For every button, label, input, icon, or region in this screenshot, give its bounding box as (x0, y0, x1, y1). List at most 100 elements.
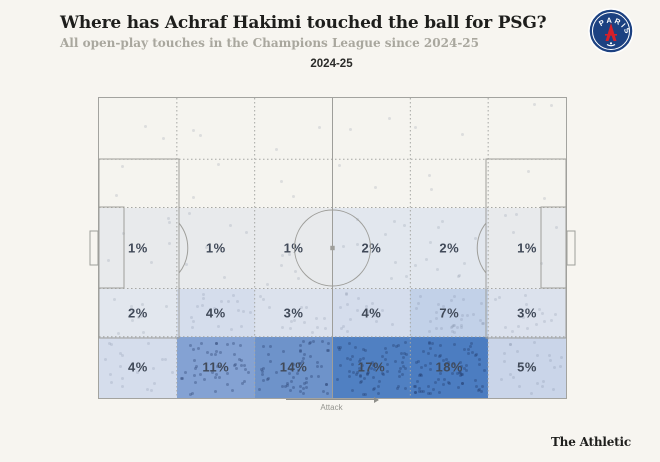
touch-dot (302, 391, 306, 395)
pitch-zone (488, 159, 566, 208)
touch-dot (240, 359, 243, 363)
touch-dot (262, 367, 265, 371)
pitch-zone: 4% (176, 288, 255, 337)
touch-dot (451, 330, 455, 334)
touch-dot (344, 291, 348, 295)
touch-dot (398, 374, 402, 378)
touch-dot (559, 355, 563, 359)
touch-dot (440, 326, 444, 330)
touch-dot (320, 364, 324, 368)
touch-dot (450, 325, 454, 329)
touch-dot (180, 376, 184, 380)
touch-dot (395, 344, 399, 348)
touch-dot (414, 384, 418, 388)
pitch-zone (99, 159, 177, 208)
touch-dot (356, 217, 360, 221)
touch-dot (394, 359, 398, 363)
touch-dot (187, 211, 191, 215)
touch-dot (372, 363, 376, 367)
touch-dot (360, 363, 364, 367)
touch-dot (422, 349, 426, 353)
left-goal (89, 230, 99, 266)
touch-dot (384, 347, 388, 351)
touch-dot (345, 329, 349, 333)
touch-dot (361, 348, 365, 352)
touch-dot (231, 342, 235, 346)
touch-dot (239, 325, 243, 329)
touch-dot (150, 388, 154, 392)
touch-dot (225, 371, 229, 375)
touch-dot (213, 306, 217, 310)
touch-dot (440, 220, 444, 224)
touch-dot (359, 380, 363, 384)
eiffel-tower-shape (605, 23, 617, 41)
touch-dot (434, 381, 438, 385)
pitch-zone (410, 159, 489, 208)
touch-dot (461, 313, 465, 317)
touch-dot (535, 322, 539, 326)
touch-dot (315, 360, 319, 364)
touch-dot (450, 298, 454, 302)
touch-dot (262, 298, 266, 302)
touch-dot (240, 381, 244, 385)
touch-dot (233, 363, 237, 367)
zone-percentage-label: 11% (202, 359, 230, 375)
touch-dot (338, 164, 342, 168)
touch-dot (281, 350, 285, 354)
touch-dot (474, 385, 478, 389)
touch-dot (325, 349, 329, 353)
touch-dot (420, 366, 424, 370)
touch-dot (466, 347, 470, 351)
touch-dot (301, 339, 305, 343)
pitch-zone: 14% (254, 336, 333, 398)
zone-percentage-label: 3% (517, 305, 537, 321)
touch-dot (458, 374, 462, 378)
touch-dot (199, 372, 203, 376)
touch-dot (460, 318, 464, 322)
touch-dot (301, 356, 305, 360)
touch-dot (368, 310, 372, 313)
touch-dot (479, 302, 483, 306)
touch-dot (233, 362, 237, 366)
touch-dot (275, 371, 279, 375)
touch-dot (460, 373, 464, 377)
touch-dot (375, 320, 379, 324)
pitch-zone (410, 98, 489, 160)
touch-dot (511, 230, 515, 234)
touch-dot (372, 387, 376, 391)
touch-dot (413, 264, 417, 268)
touch-dot (362, 377, 366, 381)
pitch-zone: 11% (176, 336, 255, 398)
touch-dot (470, 351, 474, 355)
touch-dot (416, 360, 420, 364)
touch-dot (242, 364, 246, 368)
football-pitch: 1% 1% 1% 2% 2% 1% 2% 4% 3% 4% 7% 3% 4% 11% 14% 17% 18% 5% (89, 97, 576, 399)
attack-direction: Attack (98, 396, 565, 412)
touch-dot (232, 353, 236, 357)
touch-dot (316, 325, 320, 329)
touch-dot (290, 379, 294, 383)
touch-dot (428, 391, 432, 395)
touch-dot (518, 385, 522, 389)
attack-arrow-icon (285, 396, 379, 403)
touch-dot (145, 388, 149, 392)
touch-dot (216, 163, 220, 167)
touch-dot (414, 390, 418, 394)
touch-dot (335, 377, 339, 381)
touch-dot (296, 277, 300, 281)
touch-dot (280, 263, 284, 267)
touch-dot (215, 372, 219, 376)
touch-dot (452, 295, 456, 299)
touch-dot (434, 354, 438, 358)
touch-dot (549, 103, 553, 107)
touch-dot (305, 381, 309, 385)
pitch-zone: 17% (332, 336, 411, 398)
touch-dot (311, 339, 315, 343)
touch-dot (482, 369, 486, 373)
touch-dot (482, 322, 486, 326)
zone-percentage-label: 17% (357, 359, 386, 375)
touch-dot (532, 366, 536, 370)
touch-dot (392, 344, 396, 348)
touch-dot (503, 360, 507, 364)
touch-dot (453, 324, 457, 328)
